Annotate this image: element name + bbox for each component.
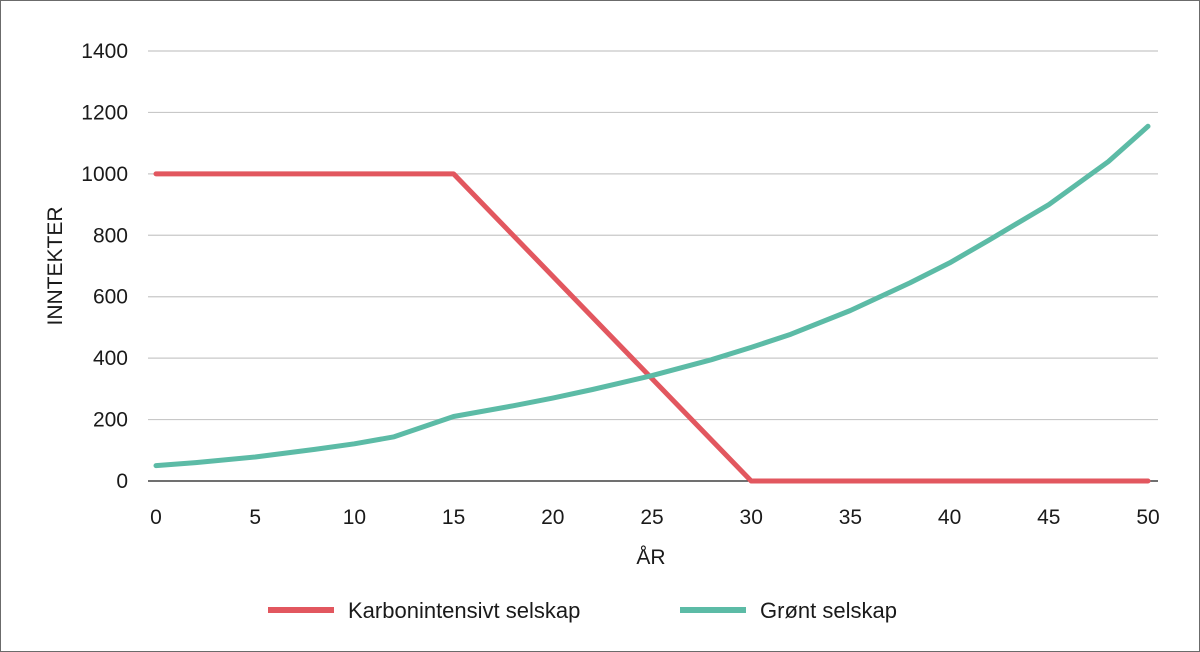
x-tick-label: 0 <box>150 506 162 529</box>
x-tick-label: 5 <box>249 506 261 529</box>
x-tick-label: 25 <box>640 506 663 529</box>
series-lines <box>153 123 1151 484</box>
x-tick-label: 15 <box>442 506 465 529</box>
x-axis-ticks: 0 5 10 15 20 25 30 35 40 45 50 <box>150 506 1160 529</box>
x-tick-label: 10 <box>343 506 366 529</box>
y-tick-label: 1400 <box>81 40 128 63</box>
x-tick-label: 50 <box>1136 506 1159 529</box>
legend-label-gront: Grønt selskap <box>760 598 897 623</box>
x-tick-label: 35 <box>839 506 862 529</box>
y-axis-title: INNTEKTER <box>44 206 67 325</box>
series-line-0 <box>153 171 1151 484</box>
legend-label-karbonintensivt: Karbonintensivt selskap <box>348 598 580 623</box>
gridlines <box>148 50 1158 421</box>
x-tick-label: 20 <box>541 506 564 529</box>
y-axis-ticks: 0 200 400 600 800 1000 1200 1400 <box>81 40 128 493</box>
legend: Karbonintensivt selskap Grønt selskap <box>268 598 897 623</box>
y-tick-label: 600 <box>93 286 128 309</box>
x-tick-label: 30 <box>740 506 763 529</box>
y-tick-label: 0 <box>116 470 128 493</box>
series-line-1 <box>153 123 1151 469</box>
y-tick-label: 1200 <box>81 101 128 124</box>
y-tick-label: 1000 <box>81 163 128 186</box>
x-tick-label: 40 <box>938 506 961 529</box>
y-tick-label: 800 <box>93 224 128 247</box>
x-axis-title: ÅR <box>636 546 665 569</box>
x-tick-label: 45 <box>1037 506 1060 529</box>
y-tick-label: 200 <box>93 409 128 432</box>
y-tick-label: 400 <box>93 347 128 370</box>
